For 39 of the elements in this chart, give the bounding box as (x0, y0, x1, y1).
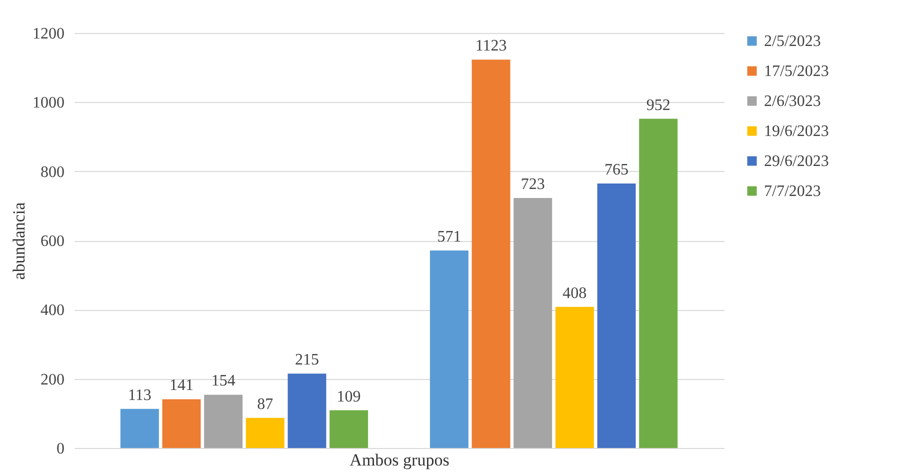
legend-label: 2/6/3023 (764, 93, 821, 110)
legend-label: 7/7/2023 (764, 183, 821, 200)
data-label: 408 (562, 284, 587, 302)
y-tick-label: 200 (40, 371, 64, 388)
data-label: 109 (336, 388, 361, 406)
bar (288, 374, 326, 448)
y-axis-title: abundancia (10, 202, 28, 280)
y-tick-label: 400 (40, 302, 64, 320)
legend-label: 29/6/2023 (764, 153, 829, 170)
legend-label: 17/5/2023 (764, 63, 829, 80)
data-label: 571 (437, 228, 462, 246)
bar (430, 250, 468, 448)
data-label: 215 (294, 352, 319, 369)
y-tick-label: 1000 (32, 94, 64, 112)
legend-label: 2/5/2023 (764, 33, 821, 50)
data-label: 765 (604, 161, 629, 178)
bar (555, 306, 594, 448)
bar (472, 60, 510, 448)
bar (330, 410, 368, 448)
data-label: 154 (211, 372, 236, 390)
data-label: 952 (646, 96, 670, 114)
y-tick-label: 800 (40, 164, 64, 181)
data-label: 113 (128, 386, 152, 404)
bar (162, 399, 201, 448)
bar (120, 408, 159, 448)
bar (514, 198, 552, 448)
data-label: 723 (520, 176, 545, 193)
bar (204, 394, 243, 448)
bar (246, 418, 284, 448)
data-label: 87 (257, 396, 274, 413)
y-tick-label: 1200 (32, 26, 64, 42)
data-label: 1123 (475, 38, 507, 55)
y-tick-label: 600 (40, 233, 64, 250)
bar (639, 118, 678, 448)
bar (597, 183, 636, 448)
data-label: 141 (169, 377, 194, 394)
y-tick-label: 0 (56, 440, 64, 458)
x-axis-title: Ambos grupos (350, 450, 450, 470)
legend-label: 19/6/2023 (764, 123, 829, 140)
